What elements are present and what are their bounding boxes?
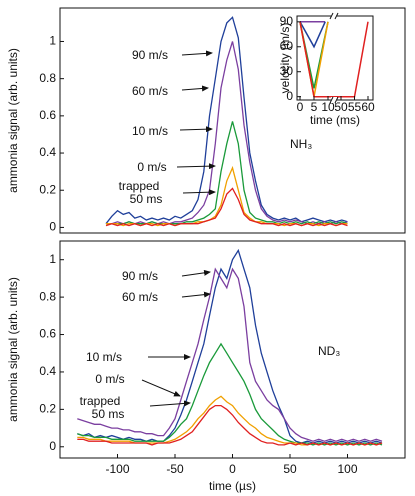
x-tick-label: -100	[105, 462, 129, 476]
axis-break-gap	[331, 13, 337, 19]
axis-break	[334, 12, 339, 20]
y-tick-label: 0.6	[39, 327, 56, 341]
series-line	[299, 21, 369, 98]
annotation: 10 m/s	[132, 124, 168, 138]
y-tick-label: 0.8	[39, 289, 56, 303]
y-axis-label: velocity (m/s)	[278, 23, 292, 94]
series-line	[77, 404, 383, 446]
annotation-arrow	[149, 400, 191, 407]
y-tick-label: 0	[49, 220, 56, 234]
series-line	[77, 267, 383, 442]
axis-break	[329, 12, 334, 20]
annotation: trapped	[119, 179, 160, 193]
series-line	[77, 342, 383, 446]
x-tick-label: 0	[229, 462, 236, 476]
series-line	[105, 16, 348, 225]
annotation-arrow	[182, 189, 216, 196]
y-tick-label: 1	[49, 34, 56, 48]
y-tick-label: 1	[49, 252, 56, 266]
x-axis-label: time (µs)	[209, 479, 256, 493]
axis-break	[329, 96, 334, 104]
annotation-arrow	[181, 269, 211, 277]
plot-area	[77, 248, 383, 446]
series-line	[77, 248, 383, 444]
annotation-arrow	[179, 126, 213, 133]
y-tick-label: 0.8	[39, 71, 56, 85]
annotation: 90 m/s	[122, 269, 158, 283]
x-tick-label: 55	[348, 100, 362, 114]
annotation: 50 ms	[92, 407, 125, 421]
annotation-arrow	[176, 163, 216, 170]
annotation: 60 m/s	[122, 290, 158, 304]
axes-frame	[59, 7, 406, 234]
y-axis-label: ammonia signal (arb. units)	[6, 277, 20, 422]
y-tick-label: 90	[280, 14, 294, 28]
annotation: 60 m/s	[132, 84, 168, 98]
annotation: 10 m/s	[86, 350, 122, 364]
annotation: 50 ms	[130, 192, 163, 206]
annotation-arrow	[181, 50, 213, 57]
plot-area	[105, 16, 348, 227]
series-line	[299, 21, 326, 49]
x-tick-label: -50	[166, 462, 184, 476]
x-tick-label: 10	[321, 100, 335, 114]
compound-label: ND₃	[318, 344, 340, 358]
axis-break	[334, 96, 339, 104]
annotation: 0 m/s	[137, 160, 166, 174]
x-tick-label: 50	[334, 100, 348, 114]
y-tick-label: 0.6	[39, 108, 56, 122]
y-tick-label: 0.4	[39, 364, 56, 378]
x-tick-label: 0	[297, 100, 304, 114]
compound-label: NH₃	[290, 137, 312, 151]
y-tick-label: 0.4	[39, 145, 56, 159]
annotation-arrow	[181, 291, 211, 298]
x-tick-label: 50	[283, 462, 297, 476]
y-tick-label: 60	[280, 39, 294, 53]
annotation: 0 m/s	[95, 372, 124, 386]
y-tick-label: 0	[286, 89, 293, 103]
annotation-arrow	[141, 379, 181, 397]
axis-break-gap	[331, 97, 337, 103]
inset-background	[297, 16, 373, 100]
y-tick-label: 30	[280, 64, 294, 78]
x-tick-label: 5	[311, 100, 318, 114]
x-axis-label: time (ms)	[310, 113, 360, 127]
y-tick-label: 0.2	[39, 402, 56, 416]
x-tick-label: 60	[361, 100, 375, 114]
y-axis-label: ammonia signal (arb. units)	[6, 48, 20, 193]
annotation: trapped	[80, 394, 121, 408]
y-tick-label: 0.2	[39, 182, 56, 196]
annotation: 90 m/s	[132, 48, 168, 62]
annotation-arrow	[181, 85, 209, 92]
x-tick-label: 100	[337, 462, 357, 476]
y-tick-label: 0	[49, 439, 56, 453]
series-line	[105, 187, 348, 227]
